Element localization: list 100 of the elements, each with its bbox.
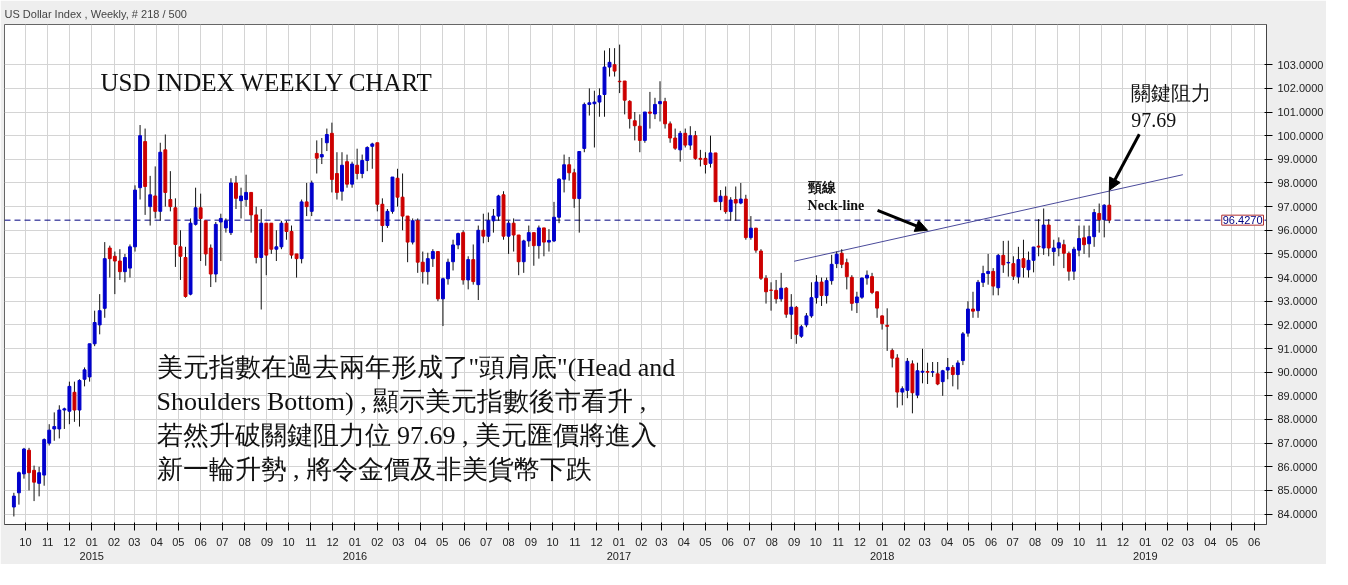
y-tick-label: 98.0000 xyxy=(1277,176,1318,189)
y-tick-label: 85.0000 xyxy=(1277,484,1318,497)
candlestick xyxy=(72,381,77,423)
annotation: 若然升破關鍵阻力位 97.69 , 美元匯價將進入 xyxy=(156,420,657,450)
candlestick xyxy=(1097,203,1102,234)
candlestick xyxy=(1016,246,1021,284)
candlestick xyxy=(466,255,471,290)
x-tick-label: 09 xyxy=(260,535,274,548)
x-tick-label: 04 xyxy=(940,535,954,548)
candlestick xyxy=(627,99,632,130)
candlestick xyxy=(991,267,996,296)
x-tick-label: 07 xyxy=(743,535,756,548)
annotation: 美元指數在過去兩年形成了"頭肩底"(Head and xyxy=(156,352,676,382)
candlestick xyxy=(925,362,930,385)
candlestick xyxy=(52,411,57,442)
x-tick-label: 12 xyxy=(853,535,866,548)
candlestick xyxy=(1102,203,1107,238)
y-tick-label: 99.0000 xyxy=(1277,153,1318,166)
x-tick-label: 03 xyxy=(655,535,668,548)
y-tick-label: 93.0000 xyxy=(1277,295,1318,308)
candlestick xyxy=(728,196,733,222)
x-tick-label: 02 xyxy=(635,535,648,548)
candlestick xyxy=(658,80,662,122)
candlestick xyxy=(536,225,541,260)
x-tick-label: 01 2019 xyxy=(1133,535,1158,562)
y-tick-label: 87.0000 xyxy=(1277,437,1318,450)
y-tick-label: 92.0000 xyxy=(1277,318,1318,331)
x-tick-label: 10 xyxy=(809,535,822,548)
candlestick xyxy=(885,307,890,352)
candlestick xyxy=(304,182,309,217)
candlestick xyxy=(1107,189,1112,224)
x-tick-label: 11 xyxy=(305,535,317,548)
x-tick-label: 09 xyxy=(788,535,801,548)
candlestick xyxy=(481,213,486,244)
x-tick-label: 02 xyxy=(898,535,911,548)
candlestick xyxy=(319,137,324,165)
x-tick-label: 08 xyxy=(502,535,515,548)
x-tick-label: 07 xyxy=(216,535,229,548)
y-tick-label: 90.0000 xyxy=(1277,366,1318,379)
x-tick-label: 09 xyxy=(524,535,538,548)
x-tick-label: 06 xyxy=(194,535,207,548)
candlestick xyxy=(355,148,360,180)
candlestick xyxy=(1001,240,1006,274)
candlestick xyxy=(733,186,738,222)
candlestick xyxy=(637,113,642,153)
candlestick xyxy=(1021,239,1026,279)
x-tick-label: 02 xyxy=(108,535,121,548)
x-tick-label: 06 xyxy=(721,535,734,548)
candlestick xyxy=(1056,236,1061,257)
x-tick-label: 04 xyxy=(150,535,163,548)
candlestick xyxy=(945,357,950,380)
x-tick-label: 06 xyxy=(984,535,998,548)
x-tick-label: 11 xyxy=(569,535,581,548)
candlestick xyxy=(632,111,637,141)
candlestick xyxy=(955,359,960,390)
x-tick-label: 07 xyxy=(480,535,493,548)
candlestick xyxy=(748,215,753,241)
annotation: Shoulders Bottom) , 顯示美元指數後市看升 , xyxy=(156,386,647,416)
x-tick-label: 01 2016 xyxy=(342,535,368,562)
candlestick xyxy=(1011,255,1016,281)
candlestick xyxy=(1046,218,1051,257)
candlestick xyxy=(11,492,16,517)
y-tick-label: 100.0000 xyxy=(1277,129,1324,142)
x-tick-label: 05 xyxy=(436,535,449,548)
x-tick-label: 03 xyxy=(392,535,405,548)
candlestick xyxy=(779,272,784,303)
candlestick xyxy=(350,161,355,189)
annotation: 新一輪升勢 , 將令金價及非美貨幣下跌 xyxy=(156,454,592,484)
candlestick xyxy=(718,189,723,211)
x-tick-label: 03 xyxy=(1181,535,1195,548)
x-tick-label: 05 xyxy=(699,535,712,548)
y-tick-label: 97.0000 xyxy=(1277,200,1318,213)
candlestick xyxy=(234,175,238,210)
x-tick-label: 08 xyxy=(765,535,778,548)
x-tick-label: 11 xyxy=(832,535,844,548)
candlestick xyxy=(1041,208,1046,256)
candlestick xyxy=(198,193,203,262)
x-tick-label: 04 xyxy=(677,535,690,548)
y-tick-label: 96.0000 xyxy=(1277,224,1318,237)
y-tick-label: 89.0000 xyxy=(1277,389,1318,402)
candlestick xyxy=(314,139,319,175)
candlestick xyxy=(1036,218,1041,257)
candlestick xyxy=(471,243,476,286)
x-tick-label: 09 xyxy=(1051,535,1064,548)
candlestick xyxy=(647,91,652,130)
candlestick xyxy=(819,277,824,307)
candlestick xyxy=(723,186,728,215)
candlestick xyxy=(153,165,158,219)
candlestick xyxy=(950,364,955,387)
y-tick-label: 102.0000 xyxy=(1277,82,1324,95)
y-tick-label: 103.0000 xyxy=(1277,58,1324,71)
x-tick-label: 02 xyxy=(371,535,384,548)
candlestick xyxy=(688,125,693,151)
y-tick-label: 88.0000 xyxy=(1277,413,1318,426)
y-tick-label: 101.0000 xyxy=(1277,106,1324,119)
candlestick xyxy=(708,135,713,169)
candlestick xyxy=(117,248,122,281)
x-tick-label: 06 xyxy=(1248,535,1261,548)
candlestick xyxy=(541,227,546,257)
candlestick xyxy=(324,128,329,152)
